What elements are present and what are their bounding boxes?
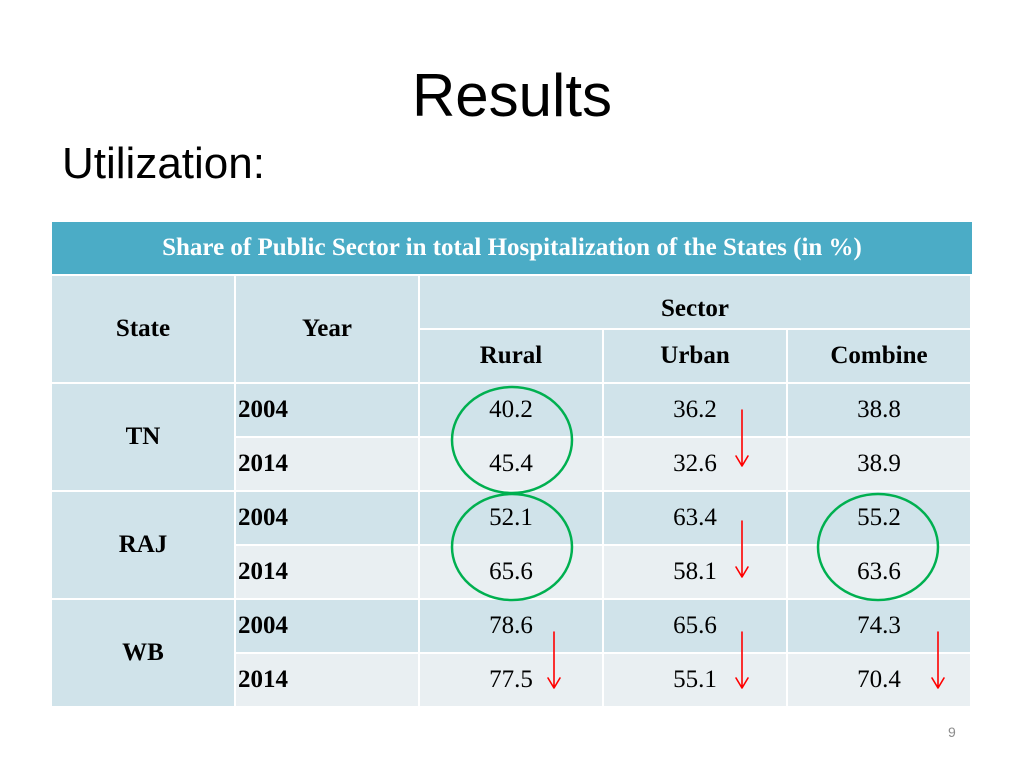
rural-cell: 78.6 [420, 600, 604, 654]
combine-cell: 55.2 [788, 492, 972, 546]
urban-cell: 63.4 [604, 492, 788, 546]
rural-cell: 77.5 [420, 654, 604, 708]
year-cell: 2014 [236, 654, 420, 708]
rural-cell: 52.1 [420, 492, 604, 546]
combine-cell: 38.8 [788, 384, 972, 438]
rural-cell: 40.2 [420, 384, 604, 438]
urban-cell: 36.2 [604, 384, 788, 438]
year-cell: 2004 [236, 384, 420, 438]
combine-cell: 63.6 [788, 546, 972, 600]
urban-cell: 55.1 [604, 654, 788, 708]
table-caption: Share of Public Sector in total Hospital… [52, 222, 972, 274]
year-cell: 2014 [236, 546, 420, 600]
results-table: Share of Public Sector in total Hospital… [52, 222, 972, 708]
combine-cell: 38.9 [788, 438, 972, 492]
state-cell-raj: RAJ [52, 492, 236, 600]
year-cell: 2004 [236, 600, 420, 654]
combine-cell: 70.4 [788, 654, 972, 708]
urban-cell: 32.6 [604, 438, 788, 492]
header-year: Year [236, 276, 420, 384]
year-cell: 2004 [236, 492, 420, 546]
rural-cell: 45.4 [420, 438, 604, 492]
header-sector: Sector [420, 276, 972, 330]
rural-cell: 65.6 [420, 546, 604, 600]
header-urban: Urban [604, 330, 788, 384]
header-combine: Combine [788, 330, 972, 384]
slide-title: Results [411, 62, 613, 129]
state-cell-tn: TN [52, 384, 236, 492]
header-state: State [52, 276, 236, 384]
slide-subtitle: Utilization: [62, 139, 265, 188]
year-cell: 2014 [236, 438, 420, 492]
urban-cell: 58.1 [604, 546, 788, 600]
urban-cell: 65.6 [604, 600, 788, 654]
page-number: 9 [948, 724, 956, 740]
combine-cell: 74.3 [788, 600, 972, 654]
state-cell-wb: WB [52, 600, 236, 708]
header-rural: Rural [420, 330, 604, 384]
